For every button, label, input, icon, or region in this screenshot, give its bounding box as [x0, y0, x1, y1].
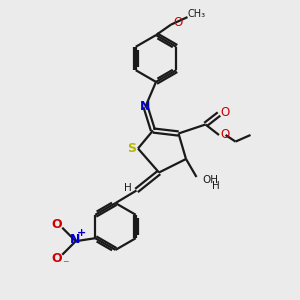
Text: ⁻: ⁻: [62, 259, 68, 272]
Text: N: N: [70, 233, 80, 246]
Text: H: H: [124, 183, 132, 193]
Text: +: +: [76, 228, 86, 238]
Text: H: H: [212, 181, 220, 191]
Text: N: N: [140, 100, 151, 113]
Text: O: O: [51, 252, 62, 265]
Text: CH₃: CH₃: [188, 9, 206, 19]
Text: O: O: [220, 106, 230, 119]
Text: O: O: [220, 128, 230, 142]
Text: S: S: [127, 142, 136, 155]
Text: O: O: [173, 16, 182, 29]
Text: OH: OH: [202, 175, 218, 185]
Text: O: O: [51, 218, 62, 231]
